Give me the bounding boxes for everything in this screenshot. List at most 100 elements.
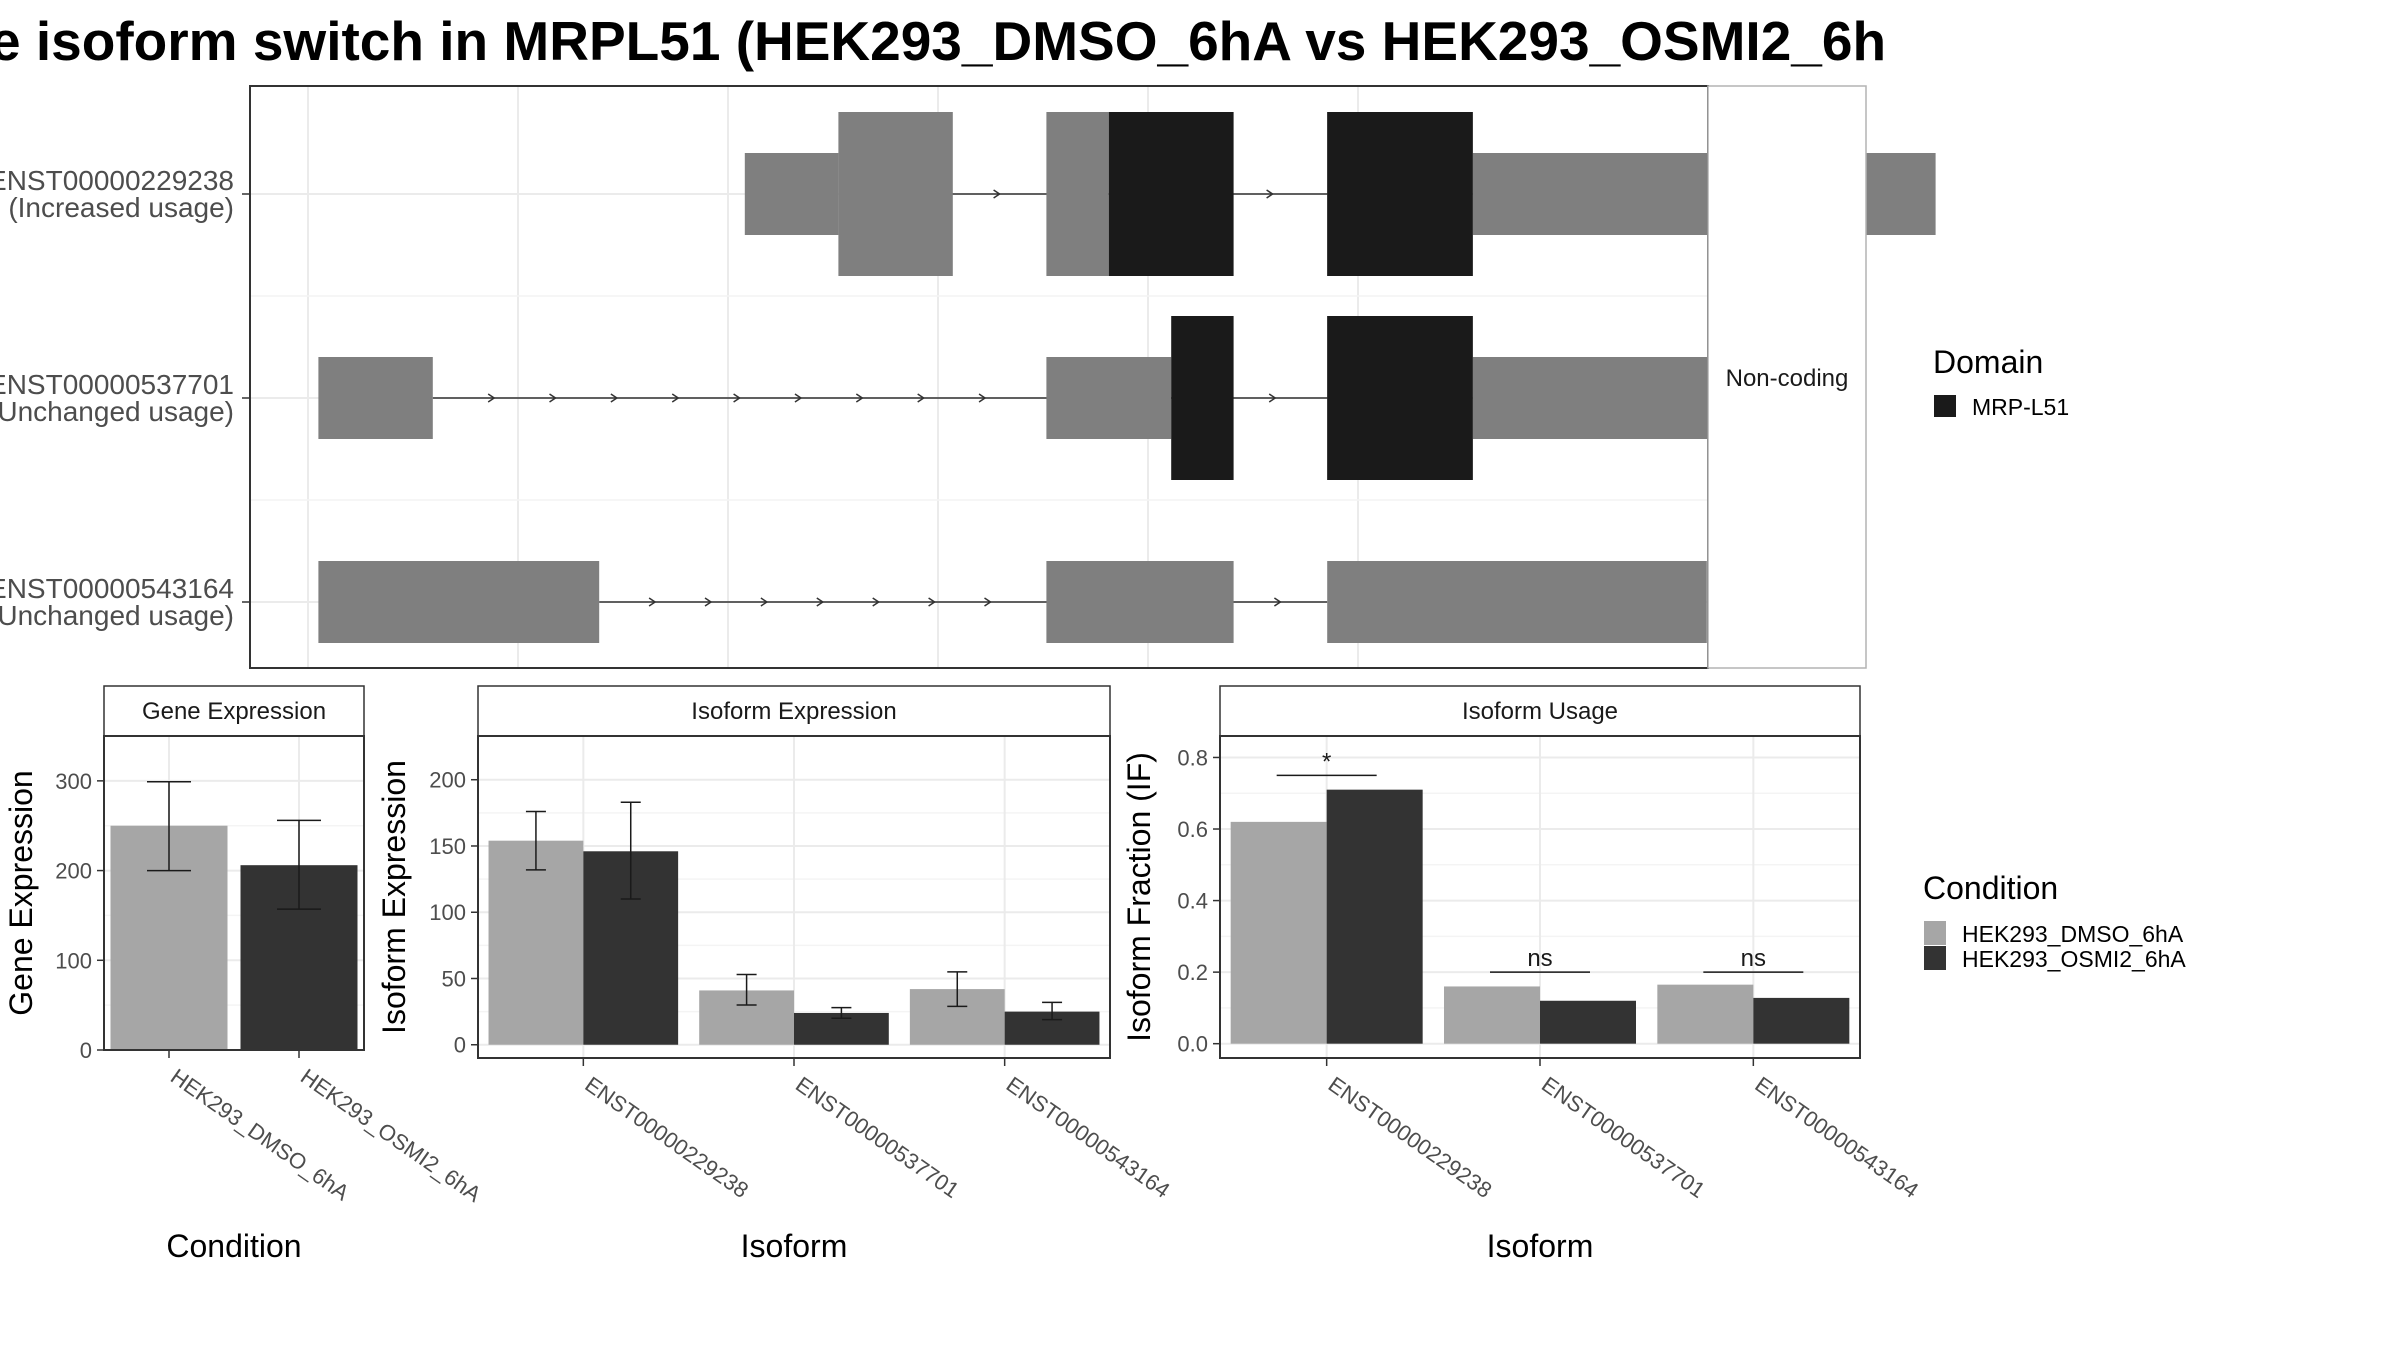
x-tick-label: ENST00000229238 [1324, 1072, 1497, 1203]
exon-block [1046, 561, 1234, 643]
intron-arrow [917, 393, 926, 403]
isoform-usage-label: (Increased usage) [8, 192, 234, 223]
y-tick-label: 0.0 [1177, 1032, 1208, 1057]
intron-arrow [487, 393, 496, 403]
isoform-row-label: ENST00000537701 [0, 369, 234, 400]
domain-legend-swatch [1934, 395, 1956, 417]
exon-block [318, 357, 433, 439]
bar [1540, 1000, 1636, 1044]
facet-strip [1707, 85, 1867, 669]
bar [1326, 789, 1423, 1044]
gene-expression-panel: Gene Expression0100200300HEK293_DMSO_6hA… [3, 685, 486, 1264]
y-tick-label: 0.4 [1177, 889, 1208, 914]
exon-block [1046, 112, 1109, 276]
intron-arrow [704, 597, 713, 607]
intron-arrow [872, 597, 881, 607]
x-axis-title: Condition [166, 1228, 301, 1264]
y-axis-title: Gene Expression [3, 770, 39, 1015]
exon-block [1046, 357, 1172, 439]
y-tick-label: 0.8 [1177, 745, 1208, 770]
y-tick-label: 100 [429, 900, 466, 925]
intron-arrow [610, 393, 619, 403]
bar [1230, 821, 1327, 1044]
y-tick-label: 200 [55, 859, 92, 884]
isoform-expression-panel: Isoform Expression 0 50 100 150 200 ENST000002… [376, 685, 1175, 1264]
figure-title: e isoform switch in MRPL51 (HEK293_DMSO_… [0, 10, 1886, 72]
y-tick-label: 50 [442, 966, 466, 991]
domain-block [1327, 112, 1473, 276]
isoform-usage-label: (Unchanged usage) [0, 600, 234, 631]
x-tick-label: ENST00000537701 [791, 1072, 964, 1203]
isoform-row-label: ENST00000229238 [0, 165, 234, 196]
panel-strip-title: Isoform Expression [691, 698, 896, 725]
bar [488, 840, 584, 1045]
domain-block [1171, 316, 1234, 480]
panel-strip [1219, 685, 1861, 737]
intron-arrow [978, 393, 987, 403]
significance-label: ns [1527, 945, 1552, 972]
intron-arrow [1266, 189, 1274, 199]
exon-block [838, 112, 953, 276]
significance-label: * [1322, 748, 1331, 775]
x-axis-title: Isoform [741, 1228, 848, 1264]
panel-border [477, 735, 1111, 1059]
intron-arrow [928, 597, 936, 607]
y-tick-label: 200 [429, 768, 466, 793]
isoform-usage-panel: Isoform Usage 0.0 0.2 0.4 0.6 0.8 * ENST0000022… [1121, 685, 1923, 1264]
intron-arrow [816, 597, 825, 607]
bar [1753, 997, 1850, 1044]
y-tick-label: 100 [55, 948, 92, 973]
y-tick-label: 0 [80, 1038, 92, 1063]
intron-arrow [1268, 393, 1277, 403]
x-tick-label: ENST00000229238 [580, 1072, 753, 1203]
x-tick-label: ENST00000543164 [1750, 1072, 1923, 1203]
x-tick-label: ENST00000543164 [1002, 1072, 1175, 1203]
intron-arrow [648, 597, 657, 607]
y-tick-label: 300 [55, 769, 92, 794]
x-tick-label: ENST00000537701 [1537, 1072, 1710, 1203]
intron-arrow [794, 393, 803, 403]
intron-arrow [984, 597, 992, 607]
exon-block [1327, 561, 1707, 643]
facet-strip-label: Non-coding [1726, 365, 1849, 392]
intron-arrow [855, 393, 864, 403]
condition-legend-title: Condition [1923, 870, 2058, 906]
intron-arrow [671, 393, 680, 403]
panel-strip-title: Isoform Usage [1462, 698, 1618, 725]
intron-arrow [1273, 597, 1282, 607]
isoform-row-label: ENST00000543164 [0, 573, 234, 604]
isoform-usage-label: (Unchanged usage) [0, 396, 234, 427]
panel-strip [103, 685, 365, 737]
intron-arrow [760, 597, 769, 607]
intron-arrow [549, 393, 557, 403]
intron-arrow [993, 189, 1001, 199]
exon-block [318, 561, 600, 643]
panel-strip [477, 685, 1111, 737]
domain-legend-label: MRP-L51 [1972, 394, 2069, 420]
domain-block [1327, 316, 1473, 480]
panel-strip-title: Gene Expression [142, 698, 326, 725]
condition-legend-label: HEK293_OSMI2_6hA [1962, 946, 2186, 972]
bar [1444, 986, 1540, 1044]
condition-legend-swatch [1924, 946, 1946, 970]
y-tick-label: 150 [429, 834, 466, 859]
gene-structure-panel: ENST00000229238(Increased usage) ENST0000… [0, 85, 1936, 669]
domain-block [1108, 112, 1234, 276]
bar [1657, 984, 1754, 1044]
panel-border [103, 735, 365, 1051]
condition-legend-label: HEK293_DMSO_6hA [1962, 921, 2184, 947]
y-tick-label: 0.6 [1177, 817, 1208, 842]
legends: Domain MRP-L51 Condition HEK293_DMSO_6hAHEK… [1923, 344, 2186, 972]
y-tick-label: 0.2 [1177, 960, 1208, 985]
domain-legend-title: Domain [1933, 344, 2043, 380]
y-axis-title: Isoform Expression [376, 760, 412, 1034]
intron-arrow [733, 393, 741, 403]
panel-border [1219, 735, 1861, 1059]
condition-legend-swatch [1924, 921, 1946, 945]
significance-label: ns [1741, 945, 1766, 972]
x-axis-title: Isoform [1487, 1228, 1594, 1264]
y-tick-label: 0 [454, 1033, 466, 1058]
y-axis-title: Isoform Fraction (IF) [1121, 752, 1157, 1042]
exon-block [744, 153, 839, 235]
